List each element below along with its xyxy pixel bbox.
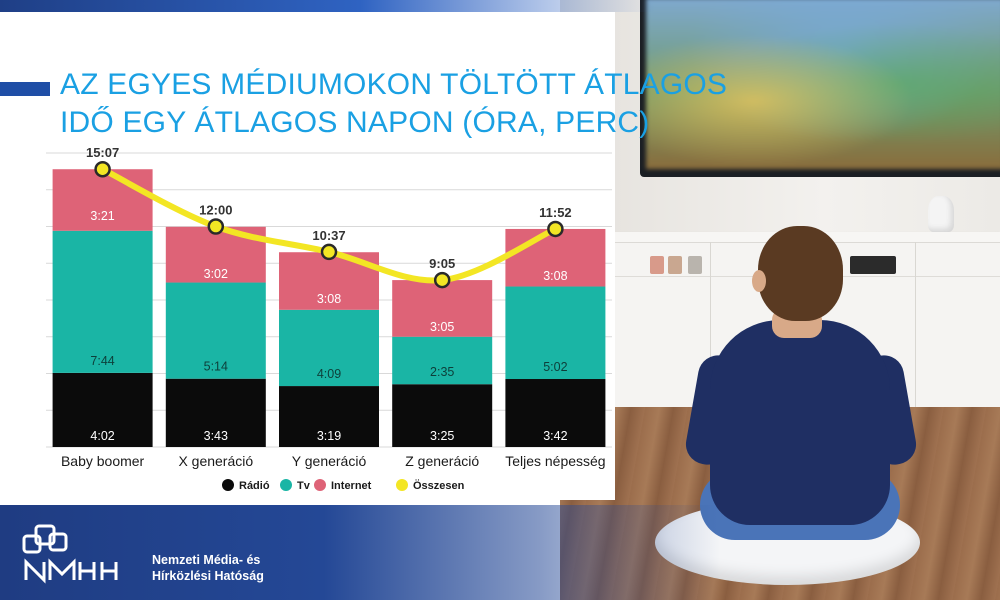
legend-label: Tv bbox=[297, 480, 311, 492]
bar-internet bbox=[52, 169, 153, 231]
bar-radio bbox=[165, 378, 266, 447]
title-accent-bar bbox=[0, 82, 50, 96]
legend-swatch bbox=[396, 479, 408, 491]
tv-screen bbox=[646, 0, 1000, 169]
child-head bbox=[758, 226, 843, 321]
data-label-tv: 2:35 bbox=[430, 365, 454, 379]
top-band bbox=[0, 0, 655, 12]
cabinet-divider bbox=[710, 242, 711, 407]
x-tick-label: Teljes népesség bbox=[505, 453, 605, 469]
decor-box bbox=[650, 256, 664, 274]
org-name-line-1: Nemzeti Média- és bbox=[152, 553, 261, 567]
total-label: 10:37 bbox=[312, 228, 345, 243]
data-label-tv: 5:14 bbox=[204, 360, 228, 374]
bar-tv bbox=[279, 309, 379, 387]
bar-tv bbox=[52, 230, 153, 373]
total-point bbox=[547, 220, 564, 238]
vase bbox=[928, 196, 954, 232]
legend-swatch bbox=[314, 479, 326, 491]
background-photo bbox=[560, 0, 1000, 600]
data-label-tv: 7:44 bbox=[90, 354, 114, 368]
bar-tv bbox=[505, 286, 606, 380]
stacked-bar-chart: 4:02 7:44 3:21 Baby boomer 3:43 5:14 3:02 X gen… bbox=[46, 145, 612, 492]
bar-radio bbox=[279, 386, 379, 447]
data-label-radio: 3:19 bbox=[317, 429, 341, 443]
data-label-radio: 4:02 bbox=[90, 429, 114, 443]
data-label-internet: 3:08 bbox=[543, 269, 567, 283]
child-body bbox=[710, 320, 890, 525]
total-label: 11:52 bbox=[539, 205, 572, 220]
x-tick-label: Z generáció bbox=[405, 453, 479, 469]
child-ear bbox=[752, 270, 766, 292]
x-tick-label: Baby boomer bbox=[61, 453, 145, 469]
nmhh-logo-icon bbox=[22, 524, 118, 584]
data-label-tv: 4:09 bbox=[317, 367, 341, 381]
legend-label: Rádió bbox=[239, 480, 270, 492]
data-label-internet: 3:08 bbox=[317, 292, 341, 306]
legend-label: Internet bbox=[331, 480, 372, 492]
total-label: 12:00 bbox=[199, 203, 232, 218]
bar-internet bbox=[505, 228, 606, 287]
television bbox=[640, 0, 1000, 177]
footer-band bbox=[0, 505, 720, 600]
bar-radio bbox=[52, 372, 153, 447]
total-point bbox=[207, 218, 225, 235]
decor-box bbox=[668, 256, 682, 274]
title-line-1: AZ EGYES MÉDIUMOKON TÖLTÖTT ÁTLAGOS bbox=[60, 68, 728, 102]
data-label-radio: 3:42 bbox=[543, 429, 567, 443]
legend-swatch bbox=[222, 479, 234, 491]
bar-tv bbox=[392, 336, 493, 385]
title-line-2: IDŐ EGY ÁTLAGOS NAPON (ÓRA, PERC) bbox=[60, 106, 650, 140]
data-label-radio: 3:25 bbox=[430, 429, 454, 443]
bar-internet bbox=[392, 280, 493, 337]
data-label-internet: 3:02 bbox=[204, 267, 228, 281]
x-tick-label: X generáció bbox=[178, 453, 253, 469]
total-label: 15:07 bbox=[86, 145, 119, 160]
decor-box bbox=[688, 256, 702, 274]
data-label-radio: 3:43 bbox=[204, 429, 228, 443]
cabinet-divider bbox=[915, 242, 916, 407]
total-point bbox=[320, 243, 338, 261]
data-label-tv: 5:02 bbox=[543, 360, 567, 374]
bar-radio bbox=[505, 379, 606, 447]
decor-box bbox=[850, 256, 896, 274]
org-name: Nemzeti Média- és Hírközlési Hatóság bbox=[152, 552, 264, 584]
total-point bbox=[94, 160, 111, 178]
x-tick-label: Y generáció bbox=[292, 453, 367, 469]
bar-radio bbox=[392, 384, 493, 447]
legend-label: Összesen bbox=[413, 479, 465, 492]
legend-swatch bbox=[280, 479, 292, 491]
total-point bbox=[433, 271, 451, 289]
org-name-line-2: Hírközlési Hatóság bbox=[152, 569, 264, 583]
bar-tv bbox=[165, 282, 266, 379]
chart-title: AZ EGYES MÉDIUMOKON TÖLTÖTT ÁTLAGOS IDŐ … bbox=[60, 66, 728, 142]
total-label: 9:05 bbox=[429, 256, 455, 271]
data-label-internet: 3:05 bbox=[430, 320, 454, 334]
data-label-internet: 3:21 bbox=[90, 209, 114, 223]
